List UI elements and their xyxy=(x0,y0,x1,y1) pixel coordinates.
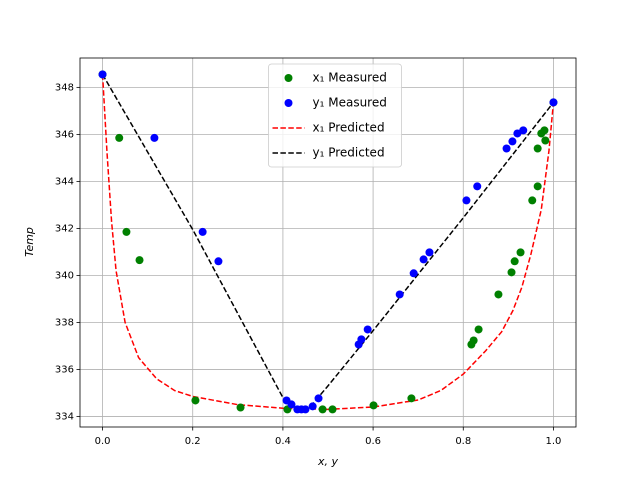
data-point xyxy=(214,257,223,266)
data-point xyxy=(533,144,542,153)
legend-label: y₁ Measured xyxy=(313,96,387,110)
data-point xyxy=(409,269,418,278)
x-tick-label: 1.0 xyxy=(546,436,562,447)
y-tick-label: 342 xyxy=(55,223,74,234)
legend-marker xyxy=(284,74,293,82)
data-point xyxy=(507,268,516,277)
data-point xyxy=(513,129,522,138)
y-tick-label: 336 xyxy=(55,364,74,375)
y-tick-label: 348 xyxy=(55,82,74,93)
data-point xyxy=(462,196,471,205)
data-point xyxy=(549,98,558,107)
data-point xyxy=(150,133,159,142)
x-tick-label: 0.2 xyxy=(185,436,201,447)
legend-label: x₁ Predicted xyxy=(313,121,385,135)
data-point xyxy=(510,257,519,266)
data-point xyxy=(519,126,528,135)
data-point xyxy=(425,248,434,257)
data-point xyxy=(508,137,517,146)
data-point xyxy=(308,402,317,411)
data-point xyxy=(314,394,323,403)
data-point xyxy=(198,227,207,236)
data-point xyxy=(236,403,245,412)
x-axis-label: x, y xyxy=(317,455,339,468)
x-tick-label: 0.6 xyxy=(365,436,381,447)
data-point xyxy=(122,227,131,236)
data-point xyxy=(301,405,310,414)
data-point xyxy=(328,405,337,414)
data-point xyxy=(419,255,428,264)
legend-label: y₁ Predicted xyxy=(313,146,385,160)
plot-frame xyxy=(79,57,577,428)
data-point xyxy=(473,182,482,191)
data-point xyxy=(494,290,503,299)
legend-box xyxy=(268,63,402,168)
y-tick-label: 340 xyxy=(55,270,74,281)
data-point xyxy=(287,400,296,409)
x-tick-label: 0.4 xyxy=(275,436,291,447)
data-point xyxy=(469,336,478,345)
data-point xyxy=(395,290,404,299)
data-point xyxy=(540,126,549,135)
predicted-line xyxy=(101,74,555,411)
data-point xyxy=(135,256,144,265)
x-tick-label: 0.8 xyxy=(455,436,471,447)
data-point xyxy=(502,144,511,153)
data-point xyxy=(541,136,550,145)
data-point xyxy=(369,401,378,410)
y-tick-label: 346 xyxy=(55,129,74,140)
data-point xyxy=(98,70,107,79)
data-point xyxy=(474,325,483,334)
y-tick-label: 338 xyxy=(55,317,74,328)
x-tick-label: 0.0 xyxy=(95,436,111,447)
y-tick-label: 334 xyxy=(55,411,74,422)
data-point xyxy=(533,182,542,191)
data-point xyxy=(516,248,525,257)
y-axis-label: Temp xyxy=(23,227,36,257)
data-point xyxy=(528,196,537,205)
data-point xyxy=(363,325,372,334)
legend-marker xyxy=(284,99,293,107)
legend-label: x₁ Measured xyxy=(313,71,387,85)
data-point xyxy=(357,335,366,344)
data-point xyxy=(318,405,327,414)
data-point xyxy=(191,396,200,405)
data-point xyxy=(115,133,124,142)
data-point xyxy=(407,394,416,403)
y-tick-label: 344 xyxy=(55,176,74,187)
